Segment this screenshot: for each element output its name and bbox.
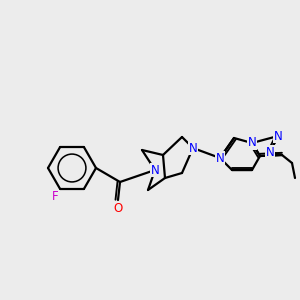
Text: N: N [216, 152, 224, 164]
Text: N: N [266, 146, 274, 158]
Text: F: F [52, 190, 58, 203]
Text: N: N [151, 164, 159, 176]
Text: O: O [113, 202, 123, 215]
Text: N: N [248, 136, 256, 149]
Text: N: N [189, 142, 197, 154]
Text: N: N [274, 130, 282, 142]
